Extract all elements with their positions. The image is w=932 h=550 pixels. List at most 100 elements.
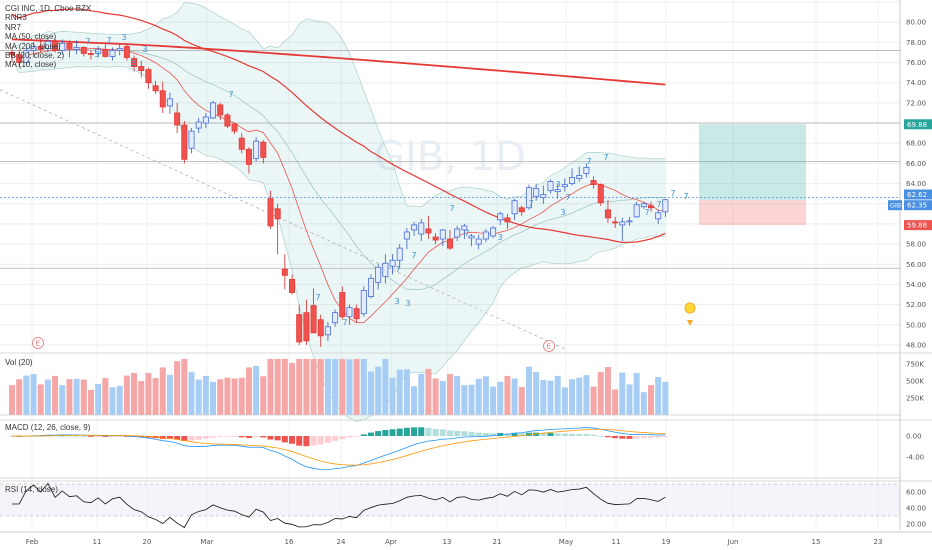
volume-tick-label: 250K	[906, 395, 924, 403]
candle-body	[303, 312, 310, 342]
candle-body	[454, 228, 461, 238]
time-tick-label: 13	[443, 538, 452, 546]
volume-bar	[583, 375, 590, 415]
volume-bar	[123, 375, 130, 415]
volume-bar	[439, 381, 446, 415]
pattern-mark: 7	[683, 192, 688, 201]
macd-histogram-bar	[324, 436, 331, 443]
volume-bar	[633, 372, 640, 415]
legend-item-ma50[interactable]: MA (50, close)	[5, 32, 57, 42]
volume-bar	[339, 358, 346, 415]
volume-bar	[145, 372, 152, 415]
macd-histogram-bar	[604, 436, 611, 438]
position-target-zone	[699, 124, 806, 201]
macd-histogram-bar	[446, 430, 453, 436]
macd-histogram-bar	[289, 436, 296, 444]
candle-body	[16, 54, 23, 63]
volume-bar	[662, 381, 669, 415]
candle-body	[468, 235, 475, 239]
macd-histogram-bar	[411, 427, 418, 436]
stop-price-label: 59.88	[907, 222, 927, 230]
candle-body	[59, 42, 66, 51]
candle-body	[274, 208, 281, 220]
price-tick-label: 50.00	[906, 321, 926, 329]
candle-body	[44, 40, 51, 49]
macd-histogram-bar	[303, 436, 310, 447]
candle-body	[533, 188, 540, 198]
candle-body	[461, 225, 468, 231]
macd-histogram-bar	[461, 431, 468, 436]
price-tick-label: 74.00	[906, 79, 926, 87]
candle-body	[640, 203, 647, 208]
pattern-mark: 3	[142, 45, 147, 54]
macd-histogram-bar	[511, 432, 518, 436]
macd-histogram-bar	[195, 436, 202, 440]
pattern-mark: 3	[131, 59, 136, 68]
candle-body	[138, 66, 145, 72]
volume-bar	[411, 386, 418, 415]
volume-bar	[44, 379, 51, 415]
pattern-mark: 7	[449, 204, 454, 213]
macd-histogram-bar	[490, 433, 497, 436]
legend-item-ma200[interactable]: MA (200, close)	[5, 41, 61, 51]
macd-label[interactable]: MACD (12, 26, close, 9)	[5, 423, 91, 432]
earnings-event-icon	[32, 337, 44, 349]
pattern-mark: 3	[121, 33, 126, 42]
macd-histogram-bar	[238, 436, 245, 438]
candle-body	[339, 292, 346, 318]
axis-ticks: 80.00 78.00 76.00 74.00 72.00 7 0.00 68.00 66.00…	[26, 19, 932, 546]
volume-bar	[540, 379, 547, 415]
candle-body	[188, 130, 195, 149]
volume-bar	[324, 358, 331, 415]
macd-histogram-bar	[166, 436, 173, 439]
position-tool[interactable]	[0, 124, 900, 226]
last-price-label-box	[904, 189, 932, 200]
ticker-label-box	[888, 200, 902, 211]
macd-histogram-bar	[368, 432, 374, 436]
legend-item-rnr3[interactable]: RNR3	[5, 13, 27, 23]
volume-bar	[174, 361, 181, 415]
volume-bar	[475, 378, 482, 415]
candle-body	[145, 69, 152, 84]
candle-body	[73, 47, 80, 50]
earnings-event-label: E	[36, 341, 41, 348]
macd-histogram-bar	[439, 429, 446, 436]
candle-body	[583, 167, 590, 174]
volume-tick-label: 500K	[906, 378, 924, 386]
legend-item-ma10[interactable]: MA (10, close)	[5, 60, 57, 70]
macd-histogram-bar	[475, 432, 482, 436]
macd-tick-label: -4.00	[906, 454, 924, 462]
volume-bar	[95, 384, 102, 415]
time-tick-label: 16	[285, 538, 294, 546]
candle-body	[360, 290, 367, 315]
macd-histogram-bar	[418, 427, 425, 436]
macd-histogram-bar	[217, 436, 224, 437]
candle-body	[655, 212, 662, 220]
volume-label[interactable]: Vol (20)	[5, 358, 33, 367]
time-tick-label: 21	[493, 538, 502, 546]
pattern-mark: 3	[555, 180, 560, 189]
target-price-label-box	[904, 119, 932, 130]
legend-item-bb[interactable]: BB (20, close, 2)	[5, 51, 65, 61]
macd-histogram-bar	[116, 436, 123, 437]
volume-bar	[245, 367, 252, 415]
ma50-line	[11, 8, 666, 244]
rsi-label[interactable]: RSI (14, close)	[5, 485, 58, 494]
volume-bar	[116, 385, 123, 415]
macd-histogram-bar	[597, 435, 604, 437]
volume-bar	[533, 371, 540, 415]
macd-histogram-bar	[590, 434, 597, 436]
legend-item-nr7[interactable]: NR7	[5, 22, 22, 32]
position-stop-zone	[699, 200, 806, 226]
macd-histogram-bar	[454, 430, 461, 436]
volume-bar	[231, 378, 238, 415]
pattern-mark: 3	[405, 299, 410, 308]
volume-bar	[360, 358, 367, 415]
candle-body	[30, 45, 37, 51]
volume-bar	[281, 358, 288, 415]
macd-histogram-bar	[138, 436, 145, 438]
rsi-line	[12, 482, 666, 529]
time-tick-label: 11	[612, 538, 621, 546]
volume-bar	[152, 378, 159, 415]
